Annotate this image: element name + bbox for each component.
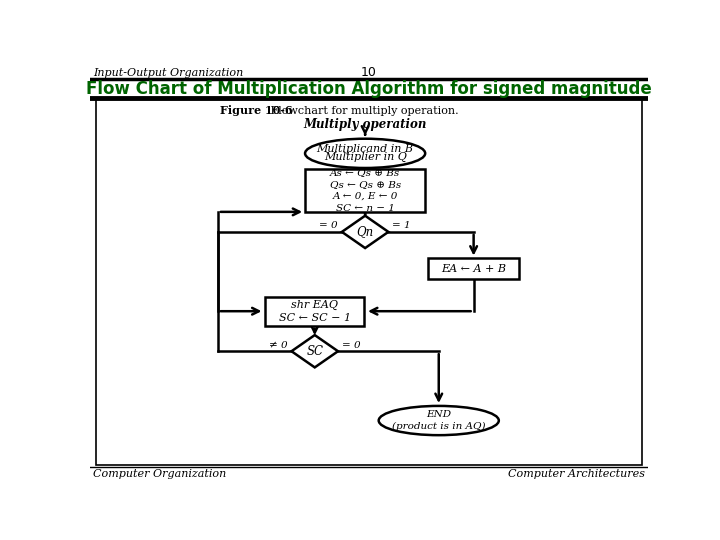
Text: END
(product is in AQ): END (product is in AQ) <box>392 410 485 431</box>
Text: = 0: = 0 <box>342 341 361 349</box>
Bar <box>96 99 642 465</box>
Text: = 1: = 1 <box>392 221 411 230</box>
Polygon shape <box>292 335 338 367</box>
Text: Flow Chart of Multiplication Algorithm for signed magnitude: Flow Chart of Multiplication Algorithm f… <box>86 80 652 98</box>
Text: Multiplicand in B: Multiplicand in B <box>317 145 413 154</box>
Bar <box>428 259 519 279</box>
Text: Multiply operation: Multiply operation <box>303 118 427 131</box>
Polygon shape <box>342 215 388 248</box>
Text: Multiplier in Q: Multiplier in Q <box>324 152 407 162</box>
Text: Figure 10-6: Figure 10-6 <box>220 105 293 117</box>
Bar <box>265 296 364 326</box>
Ellipse shape <box>305 139 426 168</box>
Text: SC: SC <box>306 345 323 357</box>
Text: shr EAQ
SC ← SC − 1: shr EAQ SC ← SC − 1 <box>279 300 351 323</box>
Text: As ← Qs ⊕ Bs
Qs ← Qs ⊕ Bs
A ← 0, E ← 0
SC ← n − 1: As ← Qs ⊕ Bs Qs ← Qs ⊕ Bs A ← 0, E ← 0 S… <box>330 168 401 213</box>
Text: ≠ 0: ≠ 0 <box>269 341 287 349</box>
Text: Flowchart for multiply operation.: Flowchart for multiply operation. <box>261 106 459 116</box>
Text: Computer Architectures: Computer Architectures <box>508 469 645 478</box>
Text: EA ← A + B: EA ← A + B <box>441 264 506 274</box>
Text: = 0: = 0 <box>320 221 338 230</box>
Text: 10: 10 <box>361 66 377 79</box>
Ellipse shape <box>379 406 499 435</box>
Text: Input-Output Organization: Input-Output Organization <box>93 68 243 78</box>
Text: Computer Organization: Computer Organization <box>93 469 226 478</box>
Text: Qn: Qn <box>356 225 374 238</box>
Bar <box>305 168 426 212</box>
